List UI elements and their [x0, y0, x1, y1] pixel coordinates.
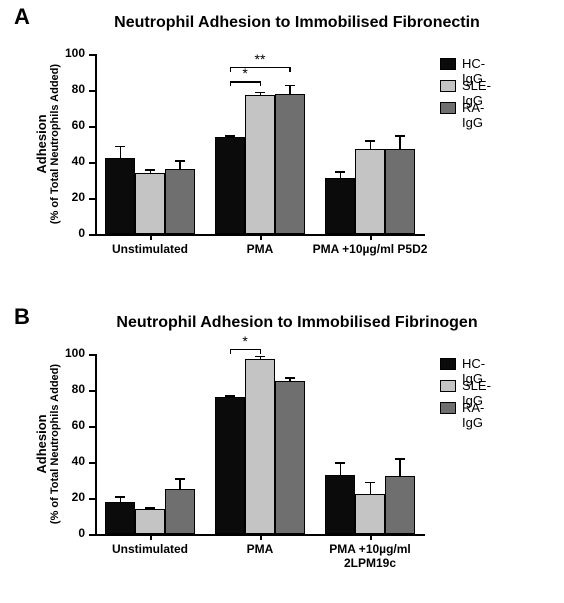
y-tick	[89, 534, 95, 536]
panel-A: A Neutrophil Adhesion to Immobilised Fibr…	[0, 0, 564, 300]
significance-label: *	[230, 333, 260, 349]
y-axis-label-line2: (% of Total Neutrophils Added)	[49, 54, 61, 234]
error-cap	[225, 395, 235, 397]
y-axis	[95, 54, 97, 234]
significance-bar	[230, 67, 289, 69]
bar	[215, 137, 245, 234]
panel-B: B Neutrophil Adhesion to Immobilised Fibr…	[0, 300, 564, 600]
x-tick	[260, 534, 262, 540]
bar	[355, 149, 385, 234]
bar	[385, 476, 415, 534]
significance-bar	[230, 81, 260, 83]
x-tick	[150, 534, 152, 540]
error-cap	[365, 140, 375, 142]
y-tick	[89, 390, 95, 392]
y-tick	[89, 498, 95, 500]
y-tick	[89, 126, 95, 128]
y-axis-label-line2: (% of Total Neutrophils Added)	[49, 354, 61, 534]
x-tick	[370, 534, 372, 540]
y-tick	[89, 462, 95, 464]
error-cap	[395, 135, 405, 137]
error-cap	[145, 169, 155, 171]
y-tick	[89, 54, 95, 56]
significance-drop	[230, 349, 232, 354]
error-cap	[285, 377, 295, 379]
legend-label: RA-IgG	[462, 400, 484, 430]
category-label: PMA +10µg/ml 2LPM19c	[305, 542, 435, 570]
significance-drop	[230, 67, 232, 72]
legend-swatch	[440, 80, 456, 92]
chart-title-A: Neutrophil Adhesion to Immobilised Fibro…	[70, 14, 524, 32]
bar	[135, 173, 165, 234]
legend-swatch	[440, 380, 456, 392]
y-tick	[89, 90, 95, 92]
y-tick	[89, 162, 95, 164]
error-bar	[179, 478, 181, 489]
y-axis-label: Adhesion(% of Total Neutrophils Added)	[34, 54, 61, 234]
x-tick	[370, 234, 372, 240]
legend-swatch	[440, 358, 456, 370]
error-cap	[115, 496, 125, 498]
bar	[165, 169, 195, 234]
y-tick	[89, 354, 95, 356]
significance-label: **	[245, 51, 275, 67]
bar	[105, 158, 135, 234]
error-bar	[370, 482, 372, 495]
y-axis-label-line1: Adhesion	[34, 54, 49, 234]
category-label: PMA +10µg/ml P5D2	[305, 242, 435, 256]
bar	[355, 494, 385, 534]
panel-label-B: B	[14, 304, 30, 330]
bar	[325, 178, 355, 234]
error-cap	[395, 458, 405, 460]
bar	[215, 397, 245, 534]
bar	[385, 149, 415, 234]
error-cap	[115, 146, 125, 148]
bar	[275, 381, 305, 534]
error-bar	[399, 458, 401, 476]
significance-drop	[230, 81, 232, 86]
chart-title-B: Neutrophil Adhesion to Immobilised Fibri…	[70, 314, 524, 332]
significance-drop	[260, 349, 262, 354]
bar	[105, 502, 135, 534]
bar	[325, 475, 355, 534]
y-axis	[95, 354, 97, 534]
bar	[135, 509, 165, 534]
x-tick	[260, 234, 262, 240]
error-cap	[175, 478, 185, 480]
significance-bar	[230, 349, 260, 351]
plot-area-B: 020406080100*	[95, 354, 425, 534]
bar	[275, 94, 305, 234]
error-bar	[120, 146, 122, 159]
error-cap	[285, 85, 295, 87]
bar	[245, 95, 275, 234]
error-cap	[255, 92, 265, 94]
error-cap	[175, 160, 185, 162]
error-bar	[399, 135, 401, 149]
figure: A Neutrophil Adhesion to Immobilised Fibr…	[0, 0, 564, 603]
x-tick	[150, 234, 152, 240]
significance-drop	[289, 67, 291, 72]
bar	[245, 359, 275, 534]
y-tick	[89, 426, 95, 428]
legend-label: RA-IgG	[462, 100, 484, 130]
error-cap	[365, 482, 375, 484]
y-axis-label: Adhesion(% of Total Neutrophils Added)	[34, 354, 61, 534]
error-cap	[335, 462, 345, 464]
legend-swatch	[440, 402, 456, 414]
legend-swatch	[440, 58, 456, 70]
y-tick	[89, 198, 95, 200]
panel-label-A: A	[14, 4, 30, 30]
error-cap	[335, 171, 345, 173]
y-tick	[89, 234, 95, 236]
error-cap	[145, 507, 155, 509]
significance-drop	[260, 81, 262, 86]
error-bar	[340, 462, 342, 475]
plot-area-A: 020406080100***	[95, 54, 425, 234]
bar	[165, 489, 195, 534]
error-cap	[225, 135, 235, 137]
y-axis-label-line1: Adhesion	[34, 354, 49, 534]
legend-swatch	[440, 102, 456, 114]
error-cap	[255, 356, 265, 358]
